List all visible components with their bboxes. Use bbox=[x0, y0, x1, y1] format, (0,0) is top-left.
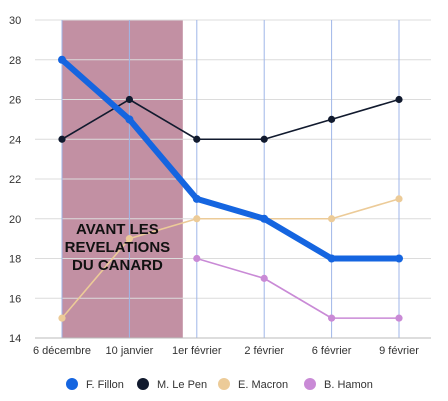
data-point bbox=[395, 95, 403, 104]
series-line bbox=[61, 198, 400, 319]
data-point bbox=[58, 314, 66, 322]
data-point bbox=[125, 115, 134, 124]
legend-item[interactable]: B. Hamon bbox=[304, 378, 373, 391]
data-point bbox=[328, 115, 336, 123]
legend-label: B. Hamon bbox=[324, 379, 373, 391]
legend-item[interactable]: M. Le Pen bbox=[137, 378, 207, 391]
data-point bbox=[192, 194, 201, 203]
data-point bbox=[328, 314, 336, 322]
y-tick-label: 16 bbox=[9, 293, 21, 305]
legend-marker bbox=[304, 378, 316, 390]
series-f-fillon bbox=[58, 55, 403, 263]
series-line bbox=[59, 56, 402, 262]
legend-marker bbox=[218, 378, 230, 390]
legend-item[interactable]: E. Macron bbox=[218, 378, 288, 391]
data-point bbox=[260, 274, 268, 282]
y-tick-label: 24 bbox=[9, 134, 21, 146]
y-tick-label: 28 bbox=[9, 55, 21, 67]
data-point bbox=[58, 135, 66, 143]
y-tick-label: 30 bbox=[9, 15, 21, 27]
grid bbox=[35, 19, 431, 339]
data-point bbox=[395, 195, 403, 203]
x-tick-label: 6 décembre bbox=[33, 345, 91, 357]
legend-marker bbox=[66, 378, 78, 390]
data-point bbox=[327, 254, 336, 263]
data-point bbox=[260, 214, 269, 223]
data-point bbox=[395, 314, 403, 322]
x-tick-label: 6 février bbox=[312, 345, 352, 357]
data-point bbox=[260, 135, 268, 143]
y-tick-label: 22 bbox=[9, 174, 21, 186]
annotation-line: AVANT LES bbox=[76, 221, 159, 238]
data-point bbox=[125, 95, 133, 104]
legend-marker bbox=[137, 378, 149, 390]
y-axis: 14 16 18 20 22 24 26 28 30 bbox=[9, 15, 21, 345]
x-tick-label: 10 janvier bbox=[106, 345, 154, 357]
x-axis: 6 décembre 10 janvier 1er février 2 février… bbox=[33, 345, 419, 357]
annotation-line: REVELATIONS bbox=[65, 239, 171, 256]
series-line bbox=[196, 257, 400, 319]
x-tick-label: 9 février bbox=[379, 345, 419, 357]
data-point bbox=[395, 254, 403, 263]
y-tick-label: 14 bbox=[9, 333, 21, 345]
legend-label: M. Le Pen bbox=[157, 379, 207, 391]
y-tick-label: 20 bbox=[9, 214, 21, 226]
legend: F. Fillon M. Le Pen E. Macron B. Hamon bbox=[66, 378, 373, 391]
data-point bbox=[328, 215, 336, 223]
x-tick-label: 1er février bbox=[172, 345, 222, 357]
series-lines bbox=[58, 55, 403, 322]
y-tick-label: 18 bbox=[9, 254, 21, 266]
y-tick-label: 26 bbox=[9, 95, 21, 107]
data-point bbox=[193, 135, 201, 143]
x-tick-label: 2 février bbox=[244, 345, 284, 357]
annotation-line: DU CANARD bbox=[72, 257, 163, 274]
legend-label: E. Macron bbox=[238, 379, 288, 391]
data-point bbox=[125, 235, 133, 243]
legend-item[interactable]: F. Fillon bbox=[66, 378, 124, 391]
legend-label: F. Fillon bbox=[86, 379, 124, 391]
data-point bbox=[193, 254, 201, 263]
series-b-hamon bbox=[193, 254, 403, 322]
data-point bbox=[58, 55, 66, 64]
data-point bbox=[193, 215, 201, 223]
